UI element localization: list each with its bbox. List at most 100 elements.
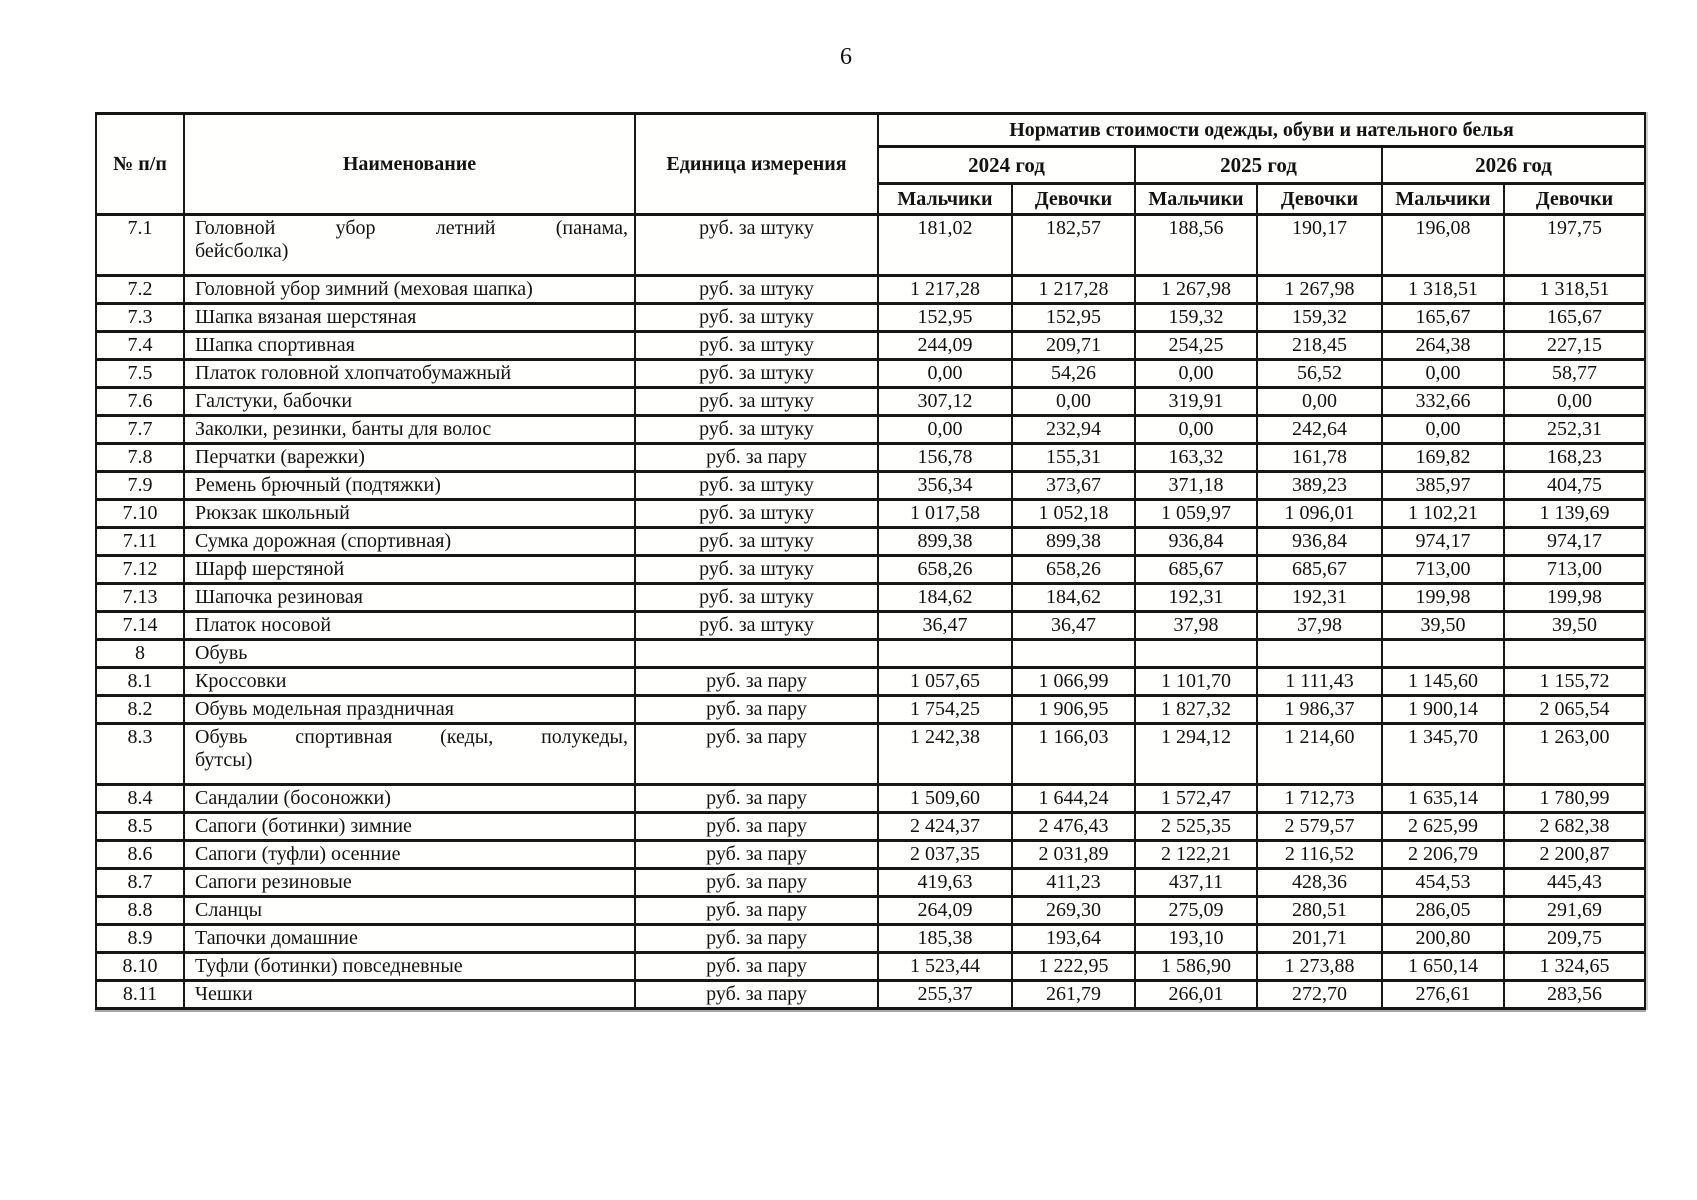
value-cell: 936,84	[1256, 526, 1383, 557]
header-year-2026: 2026 год	[1380, 145, 1647, 185]
value-cell: 1 318,51	[1381, 274, 1505, 305]
value-cell: 196,08	[1381, 213, 1505, 277]
item-name-cell: Обувь спортивная (кеды, полукеды, бутсы)	[183, 722, 636, 786]
header-year-2024: 2024 год	[877, 145, 1136, 185]
unit-cell: руб. за пару	[634, 442, 879, 473]
value-cell: 1 324,65	[1502, 951, 1647, 982]
header-girls-2024: Девочки	[1011, 182, 1136, 216]
value-cell: 1 294,12	[1134, 722, 1258, 786]
value-cell: 276,61	[1381, 979, 1505, 1010]
row-number-cell: 8.4	[95, 783, 185, 814]
value-cell: 169,82	[1381, 442, 1505, 473]
value-cell: 1 214,60	[1256, 722, 1383, 786]
value-cell: 1 509,60	[877, 783, 1013, 814]
item-name-cell: Головной убор зимний (меховая шапка)	[183, 274, 636, 305]
header-row-number: № п/п	[95, 112, 185, 216]
value-cell: 36,47	[1011, 610, 1136, 641]
row-number-cell: 7.13	[95, 582, 185, 613]
unit-cell: руб. за штуку	[634, 358, 879, 389]
value-cell: 373,67	[1011, 470, 1136, 501]
value-cell: 159,32	[1256, 302, 1383, 333]
table-row: 7.11 Сумка дорожная (спортивная) руб. за ш…	[95, 526, 1647, 557]
header-boys-2024: Мальчики	[877, 182, 1013, 216]
unit-cell: руб. за пару	[634, 979, 879, 1010]
unit-cell: руб. за пару	[634, 811, 879, 842]
value-cell: 1 155,72	[1502, 666, 1647, 697]
table-body: 7.1 Головной убор летний (панама, бейсболка) р…	[95, 213, 1647, 1010]
row-number-cell: 8.2	[95, 694, 185, 725]
row-number-cell: 7.8	[95, 442, 185, 473]
unit-cell: руб. за штуку	[634, 470, 879, 501]
value-cell: 1 635,14	[1381, 783, 1505, 814]
item-name-cell: Обувь модельная праздничная	[183, 694, 636, 725]
item-name-cell: Платок головной хлопчатобумажный	[183, 358, 636, 389]
value-cell: 272,70	[1256, 979, 1383, 1010]
value-cell: 1 145,60	[1381, 666, 1505, 697]
unit-cell	[634, 638, 879, 669]
unit-cell: руб. за штуку	[634, 498, 879, 529]
item-name-cell: Сланцы	[183, 895, 636, 926]
value-cell: 0,00	[877, 358, 1013, 389]
value-cell: 190,17	[1256, 213, 1383, 277]
item-name-cell: Ремень брючный (подтяжки)	[183, 470, 636, 501]
row-number-cell: 8	[95, 638, 185, 669]
value-cell: 37,98	[1256, 610, 1383, 641]
row-number-cell: 7.11	[95, 526, 185, 557]
value-cell: 286,05	[1381, 895, 1505, 926]
value-cell: 155,31	[1011, 442, 1136, 473]
value-cell: 2 682,38	[1502, 811, 1647, 842]
value-cell: 242,64	[1256, 414, 1383, 445]
value-cell: 658,26	[877, 554, 1013, 585]
unit-cell: руб. за пару	[634, 895, 879, 926]
value-cell: 2 116,52	[1256, 839, 1383, 870]
value-cell: 184,62	[1011, 582, 1136, 613]
table-header: № п/п Наименование Единица измерения Нор…	[95, 112, 1647, 216]
table-row: 8.4 Сандалии (босоножки) руб. за пару 1 509…	[95, 783, 1647, 814]
value-cell: 332,66	[1381, 386, 1505, 417]
value-cell: 899,38	[877, 526, 1013, 557]
item-name-cell: Заколки, резинки, банты для волос	[183, 414, 636, 445]
value-cell	[1502, 638, 1647, 669]
value-cell: 291,69	[1502, 895, 1647, 926]
value-cell: 658,26	[1011, 554, 1136, 585]
value-cell: 56,52	[1256, 358, 1383, 389]
value-cell: 201,71	[1256, 923, 1383, 954]
value-cell: 307,12	[877, 386, 1013, 417]
value-cell: 209,71	[1011, 330, 1136, 361]
value-cell: 2 200,87	[1502, 839, 1647, 870]
unit-cell: руб. за пару	[634, 839, 879, 870]
item-name-cell: Кроссовки	[183, 666, 636, 697]
row-number-cell: 8.8	[95, 895, 185, 926]
value-cell: 1 572,47	[1134, 783, 1258, 814]
value-cell: 2 476,43	[1011, 811, 1136, 842]
table-row: 8 Обувь	[95, 638, 1647, 669]
value-cell: 39,50	[1381, 610, 1505, 641]
header-boys-2025: Мальчики	[1134, 182, 1258, 216]
unit-cell: руб. за штуку	[634, 330, 879, 361]
value-cell: 1 242,38	[877, 722, 1013, 786]
value-cell: 1 827,32	[1134, 694, 1258, 725]
row-number-cell: 7.2	[95, 274, 185, 305]
item-name-cell: Тапочки домашние	[183, 923, 636, 954]
value-cell: 209,75	[1502, 923, 1647, 954]
row-number-cell: 8.10	[95, 951, 185, 982]
item-name-cell: Чешки	[183, 979, 636, 1010]
value-cell: 685,67	[1134, 554, 1258, 585]
value-cell: 255,37	[877, 979, 1013, 1010]
value-cell: 232,94	[1011, 414, 1136, 445]
header-unit: Единица измерения	[634, 112, 879, 216]
value-cell: 2 031,89	[1011, 839, 1136, 870]
value-cell: 2 206,79	[1381, 839, 1505, 870]
row-number-cell: 7.12	[95, 554, 185, 585]
table-row: 8.9 Тапочки домашние руб. за пару 185,38 193…	[95, 923, 1647, 954]
value-cell: 0,00	[877, 414, 1013, 445]
value-cell	[1134, 638, 1258, 669]
value-cell: 319,91	[1134, 386, 1258, 417]
row-number-cell: 8.11	[95, 979, 185, 1010]
value-cell: 261,79	[1011, 979, 1136, 1010]
table-row: 8.5 Сапоги (ботинки) зимние руб. за пару 2 …	[95, 811, 1647, 842]
value-cell: 685,67	[1256, 554, 1383, 585]
value-cell: 2 037,35	[877, 839, 1013, 870]
table-row: 8.8 Сланцы руб. за пару 264,09 269,30 275,09 2…	[95, 895, 1647, 926]
value-cell: 185,38	[877, 923, 1013, 954]
